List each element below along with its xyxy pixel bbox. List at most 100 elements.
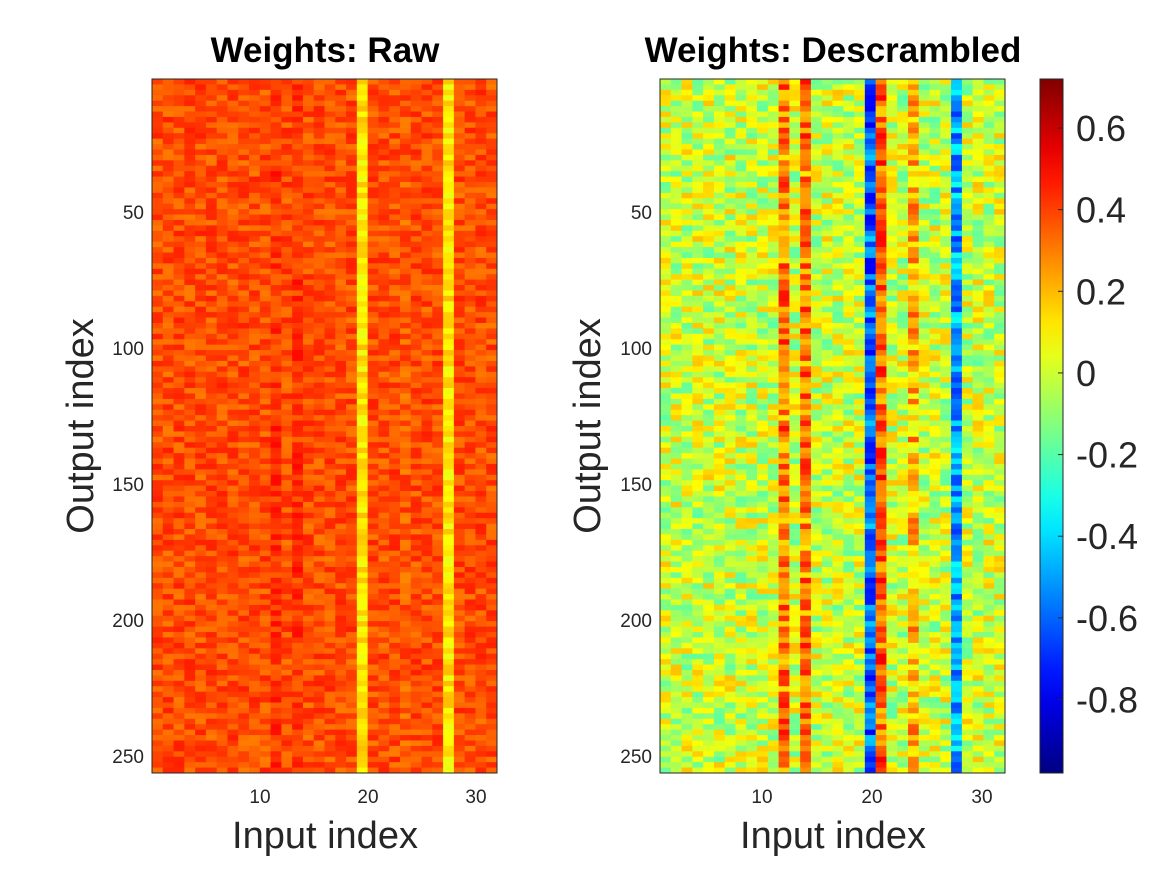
heatmap-cell bbox=[184, 501, 196, 508]
heatmap-cell bbox=[249, 317, 261, 324]
heatmap-cell bbox=[399, 669, 412, 676]
heatmap-cell bbox=[389, 762, 401, 768]
heatmap-cell bbox=[346, 404, 358, 411]
heatmap-cell bbox=[227, 393, 239, 400]
heatmap-cell bbox=[821, 214, 833, 221]
heatmap-cell bbox=[972, 171, 984, 177]
heatmap-cell bbox=[421, 583, 433, 590]
heatmap-cell bbox=[324, 680, 336, 687]
heatmap-cell bbox=[184, 545, 196, 552]
heatmap-cell bbox=[335, 556, 347, 562]
heatmap-cell bbox=[886, 106, 898, 112]
heatmap-cell bbox=[346, 480, 358, 487]
heatmap-cell bbox=[432, 572, 444, 579]
heatmap-cell bbox=[432, 735, 444, 741]
heatmap-cell bbox=[281, 252, 293, 259]
heatmap-cell bbox=[205, 648, 218, 655]
heatmap-cell bbox=[432, 268, 444, 275]
heatmap-cell bbox=[270, 116, 282, 123]
heatmap-cell bbox=[227, 453, 239, 459]
heatmap-cell bbox=[173, 713, 185, 720]
heatmap-cell bbox=[281, 458, 293, 465]
heatmap-cell bbox=[259, 116, 271, 123]
heatmap-cell bbox=[302, 236, 315, 243]
heatmap-cell bbox=[951, 111, 963, 118]
heatmap-cell bbox=[367, 697, 379, 703]
heatmap-cell bbox=[281, 371, 293, 378]
heatmap-cell bbox=[162, 350, 174, 356]
heatmap-cell bbox=[356, 171, 369, 177]
heatmap-cell bbox=[259, 529, 271, 535]
heatmap-cell bbox=[302, 637, 315, 644]
heatmap-cell bbox=[227, 642, 239, 649]
heatmap-cell bbox=[259, 219, 271, 226]
heatmap-cell bbox=[184, 485, 196, 492]
heatmap-cell bbox=[270, 149, 282, 156]
heatmap-cell bbox=[410, 724, 422, 731]
heatmap-cell bbox=[324, 561, 336, 568]
heatmap-cell bbox=[356, 203, 369, 210]
heatmap-cell bbox=[399, 366, 412, 373]
heatmap-cell bbox=[399, 751, 412, 758]
heatmap-cell bbox=[205, 458, 218, 465]
heatmap-cell bbox=[389, 529, 401, 535]
heatmap-cell bbox=[810, 203, 823, 210]
heatmap-cell bbox=[421, 539, 433, 546]
heatmap-cell bbox=[367, 686, 379, 693]
heatmap-cell bbox=[356, 691, 369, 698]
heatmap-cell bbox=[216, 257, 228, 264]
heatmap-cell bbox=[713, 171, 726, 177]
heatmap-cell bbox=[205, 312, 218, 318]
heatmap-cell bbox=[152, 420, 164, 427]
heatmap-cell bbox=[378, 409, 390, 416]
heatmap-cell bbox=[475, 116, 487, 123]
heatmap-cell bbox=[205, 203, 218, 210]
heatmap-cell bbox=[421, 225, 433, 232]
heatmap-cell bbox=[703, 225, 715, 232]
heatmap-cell bbox=[443, 79, 455, 85]
heatmap-cell bbox=[195, 182, 207, 188]
heatmap-cell bbox=[367, 426, 379, 432]
heatmap-cell bbox=[453, 263, 466, 270]
heatmap-cell bbox=[367, 409, 379, 416]
heatmap-cell bbox=[475, 290, 487, 297]
heatmap-cell bbox=[205, 724, 218, 731]
heatmap-cell bbox=[162, 377, 174, 384]
heatmap-cell bbox=[951, 209, 963, 215]
heatmap-cell bbox=[270, 393, 282, 400]
heatmap-cell bbox=[152, 680, 164, 687]
heatmap-cell bbox=[432, 388, 444, 394]
heatmap-cell bbox=[864, 203, 877, 210]
heatmap-cell bbox=[864, 127, 877, 134]
heatmap-cell bbox=[443, 382, 455, 389]
heatmap-cell bbox=[216, 539, 228, 546]
heatmap-cell bbox=[464, 285, 476, 291]
heatmap-cell bbox=[453, 426, 466, 432]
heatmap-cell bbox=[302, 138, 315, 145]
heatmap-cell bbox=[367, 122, 379, 129]
heatmap-cell bbox=[367, 192, 379, 199]
heatmap-cell bbox=[195, 561, 207, 568]
heatmap-cell bbox=[292, 686, 304, 693]
heatmap-cell bbox=[324, 214, 336, 221]
heatmap-cell bbox=[227, 474, 239, 481]
heatmap-cell bbox=[270, 523, 282, 530]
heatmap-cell bbox=[389, 453, 401, 459]
heatmap-cell bbox=[421, 675, 433, 682]
heatmap-cell bbox=[983, 89, 995, 96]
heatmap-cell bbox=[270, 480, 282, 487]
heatmap-cell bbox=[227, 209, 239, 215]
heatmap-cell bbox=[184, 214, 196, 221]
heatmap-cell bbox=[367, 588, 379, 595]
heatmap-cell bbox=[259, 182, 271, 188]
heatmap-cell bbox=[475, 756, 487, 763]
heatmap-cell bbox=[227, 463, 239, 470]
heatmap-cell bbox=[173, 79, 185, 85]
heatmap-cell bbox=[453, 561, 466, 568]
heatmap-cell bbox=[238, 474, 250, 481]
heatmap-cell bbox=[864, 116, 877, 123]
heatmap-cell bbox=[162, 496, 174, 503]
heatmap-cell bbox=[259, 501, 271, 508]
heatmap-cell bbox=[464, 388, 476, 394]
heatmap-cell bbox=[421, 133, 433, 140]
